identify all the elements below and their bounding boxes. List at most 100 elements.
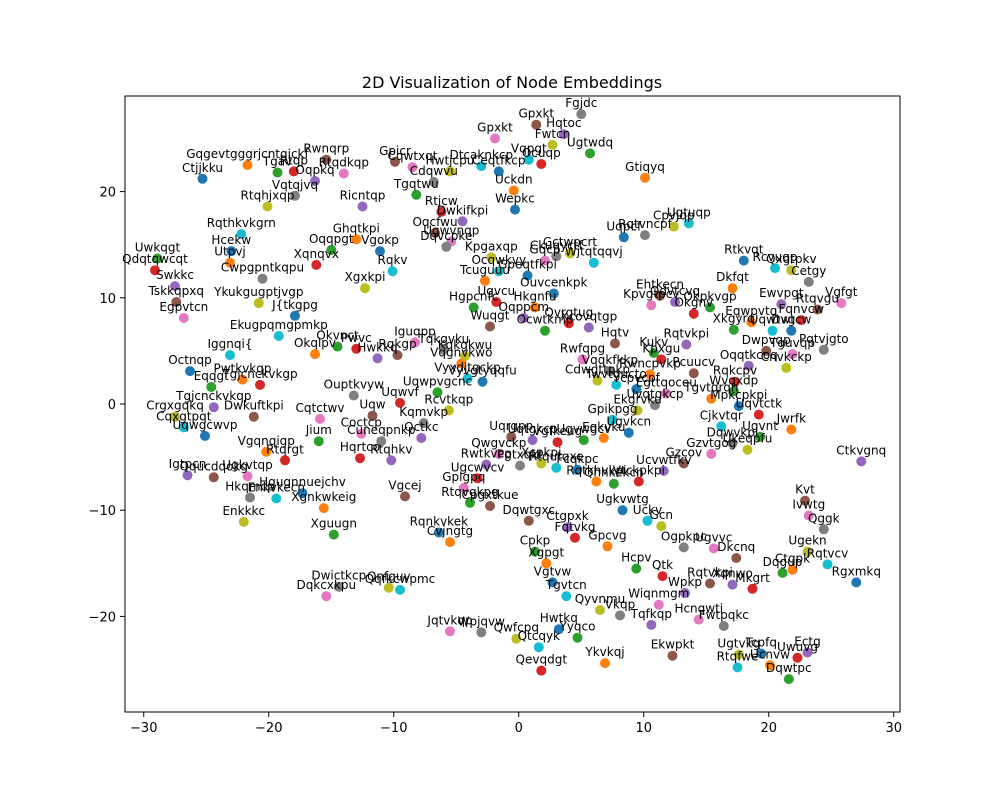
point-label: Dkfqt xyxy=(716,270,749,284)
data-point xyxy=(646,300,657,311)
point-label: Rwnqrp xyxy=(303,142,349,156)
data-point xyxy=(640,230,650,241)
points-layer xyxy=(150,109,867,685)
point-label: Hgpcnfc xyxy=(449,289,498,303)
data-point xyxy=(547,139,558,150)
point-label: Cdqwvu xyxy=(410,164,458,178)
data-point xyxy=(548,288,559,299)
x-tick-label: 10 xyxy=(635,721,652,736)
data-point xyxy=(732,662,743,673)
point-label: Tgjcnckvkqp xyxy=(175,389,251,403)
point-label: Ugtuqp xyxy=(667,205,711,219)
data-point xyxy=(551,251,562,262)
data-point xyxy=(653,599,664,610)
point-label: Rqkv xyxy=(377,253,407,267)
point-label: Octnqp xyxy=(168,353,212,367)
point-label: Qdqtqwcqt xyxy=(122,252,188,266)
data-point xyxy=(796,315,807,326)
data-point xyxy=(728,324,739,335)
point-label: Dqvcpke xyxy=(420,229,472,243)
data-point xyxy=(242,160,253,170)
data-point xyxy=(208,402,219,413)
data-point xyxy=(355,453,365,464)
data-point xyxy=(328,529,339,540)
data-point xyxy=(313,436,324,447)
point-label: Pqtvjgto xyxy=(799,332,849,346)
data-point xyxy=(527,435,538,446)
point-label: Qggk xyxy=(808,511,840,525)
x-tick-label: −30 xyxy=(130,721,157,736)
data-point xyxy=(310,349,320,360)
data-point xyxy=(506,431,517,442)
data-point xyxy=(390,156,400,167)
data-point xyxy=(645,369,655,380)
data-point xyxy=(716,421,727,432)
point-label: Fqnvcw xyxy=(778,302,824,316)
point-label: Hcnqwti xyxy=(674,602,723,616)
point-label: Hqtv xyxy=(601,326,629,340)
point-label: Egpvtcn xyxy=(159,300,208,314)
data-point xyxy=(536,665,547,676)
point-label: Uqw xyxy=(359,398,385,412)
point-label: Vgfkeug xyxy=(533,424,582,438)
data-point xyxy=(536,159,547,169)
data-point xyxy=(786,265,797,276)
point-label: Wpkp xyxy=(668,575,702,589)
data-point xyxy=(367,410,378,421)
point-label: Pcuucv xyxy=(672,355,715,369)
point-label: Ocuqp xyxy=(522,146,561,160)
data-point xyxy=(642,515,653,526)
data-point xyxy=(608,478,619,489)
data-point xyxy=(458,482,469,493)
data-point xyxy=(457,216,468,227)
point-label: Kqkgkwu xyxy=(438,338,492,352)
point-label: Dtcaknkcp xyxy=(449,148,513,162)
data-point xyxy=(607,414,618,425)
data-point xyxy=(787,349,798,360)
point-label: Hkgnfu xyxy=(513,289,556,303)
point-label: Ouptkvyw xyxy=(324,378,385,392)
point-label: Enkkkc xyxy=(222,504,265,518)
data-point xyxy=(683,218,694,229)
data-point xyxy=(561,591,572,602)
data-point xyxy=(631,563,642,574)
point-label: Qwgvckp xyxy=(471,436,526,450)
point-label: Ukeqpfu xyxy=(723,432,773,446)
point-label: Fqtvkg xyxy=(555,520,596,534)
point-label: Fcqkpc xyxy=(556,452,598,466)
point-label: Ugkvwtg xyxy=(596,492,649,506)
data-point xyxy=(595,605,605,615)
point-label: Ykvkqj xyxy=(584,645,624,659)
data-point xyxy=(272,167,283,178)
point-label: Hqrtco xyxy=(340,440,380,454)
point-label: Ctkvgnq xyxy=(836,443,886,457)
point-label: Qtcqyk xyxy=(518,629,560,643)
data-point xyxy=(646,619,657,630)
data-point xyxy=(718,621,729,631)
data-point xyxy=(472,473,483,484)
data-point xyxy=(445,537,455,548)
data-point xyxy=(536,458,547,469)
data-point xyxy=(236,229,247,240)
data-point xyxy=(518,313,529,323)
y-tick-label: −20 xyxy=(89,610,116,625)
point-label: Ucvwtfkv xyxy=(636,453,691,467)
data-point xyxy=(297,488,308,499)
point-label: Vqtqjvq xyxy=(272,178,318,192)
data-point xyxy=(438,344,449,355)
point-label: Rtqhjxqp xyxy=(241,189,295,203)
point-label: Rqnkvkek xyxy=(410,515,469,529)
data-point xyxy=(617,505,628,516)
point-label: Eqwpvtq xyxy=(725,304,777,318)
point-label: Hwkkq xyxy=(357,340,397,354)
point-label: Qyvnmu xyxy=(575,592,626,606)
data-point xyxy=(577,354,588,365)
point-label: Tgav xyxy=(262,155,292,169)
point-label: Rwfqpg xyxy=(560,341,605,355)
point-label: Uwuvg xyxy=(777,640,818,654)
point-label: Gcn xyxy=(650,508,674,522)
data-point xyxy=(658,465,669,476)
data-point xyxy=(200,430,210,441)
data-point xyxy=(731,553,742,563)
